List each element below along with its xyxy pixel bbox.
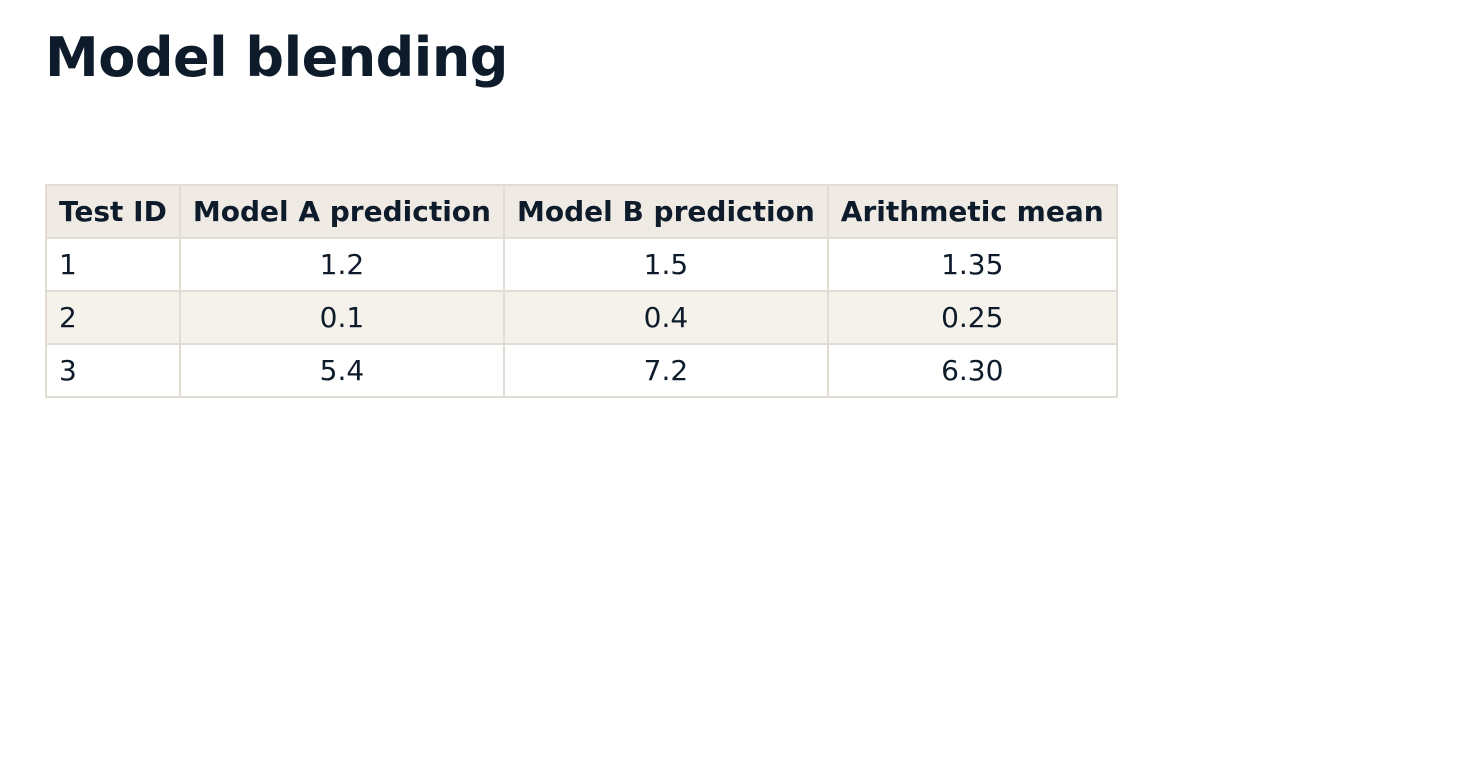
predictions-table: Test ID Model A prediction Model B predi… [45, 184, 1118, 398]
cell-model-b: 1.5 [502, 237, 829, 292]
cell-mean: 0.25 [826, 290, 1118, 345]
header-model-b-prediction: Model B prediction [502, 184, 829, 239]
cell-model-b: 0.4 [502, 290, 829, 345]
page-title: Model blending [45, 26, 508, 89]
table-header-row: Test ID Model A prediction Model B predi… [45, 184, 1118, 239]
table-row: 3 5.4 7.2 6.30 [45, 343, 1118, 398]
table-row: 2 0.1 0.4 0.25 [45, 290, 1118, 345]
cell-model-a: 5.4 [178, 343, 505, 398]
table-row: 1 1.2 1.5 1.35 [45, 237, 1118, 292]
header-model-a-prediction: Model A prediction [178, 184, 505, 239]
header-test-id: Test ID [45, 184, 181, 239]
cell-mean: 6.30 [826, 343, 1118, 398]
cell-model-a: 1.2 [178, 237, 505, 292]
cell-test-id: 1 [45, 237, 181, 292]
cell-test-id: 3 [45, 343, 181, 398]
cell-test-id: 2 [45, 290, 181, 345]
cell-model-b: 7.2 [502, 343, 829, 398]
cell-model-a: 0.1 [178, 290, 505, 345]
cell-mean: 1.35 [826, 237, 1118, 292]
header-arithmetic-mean: Arithmetic mean [826, 184, 1118, 239]
